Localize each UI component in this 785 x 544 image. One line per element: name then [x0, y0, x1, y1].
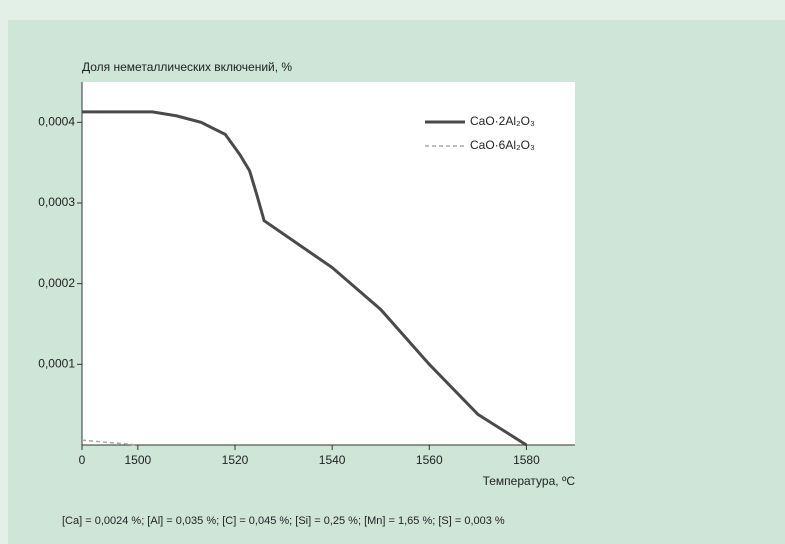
x-tick-label: 1580 [513, 453, 540, 467]
y-tick-label: 0,0001 [38, 357, 75, 371]
x-tick-label: 1500 [125, 453, 152, 467]
y-tick-label: 0,0004 [38, 115, 75, 129]
legend-label: CaO·6Al₂O₃ [470, 138, 535, 152]
x-tick-label: 1540 [319, 453, 346, 467]
y-axis-label: Доля неметаллических включений, % [82, 60, 292, 74]
y-tick-label: 0,0002 [38, 276, 75, 290]
series-line [82, 110, 528, 447]
x-tick-label: 1560 [416, 453, 443, 467]
y-tick-label: 0,0003 [38, 195, 75, 209]
x-tick-label: 0 [79, 453, 86, 467]
legend-label: CaO·2Al₂O₃ [470, 114, 535, 128]
series-line [81, 439, 138, 446]
x-tick-label: 1520 [222, 453, 249, 467]
footnote: [Ca] = 0,0024 %; [Al] = 0,035 %; [C] = 0… [62, 515, 505, 527]
x-axis-label: Температура, ºC [483, 474, 576, 488]
